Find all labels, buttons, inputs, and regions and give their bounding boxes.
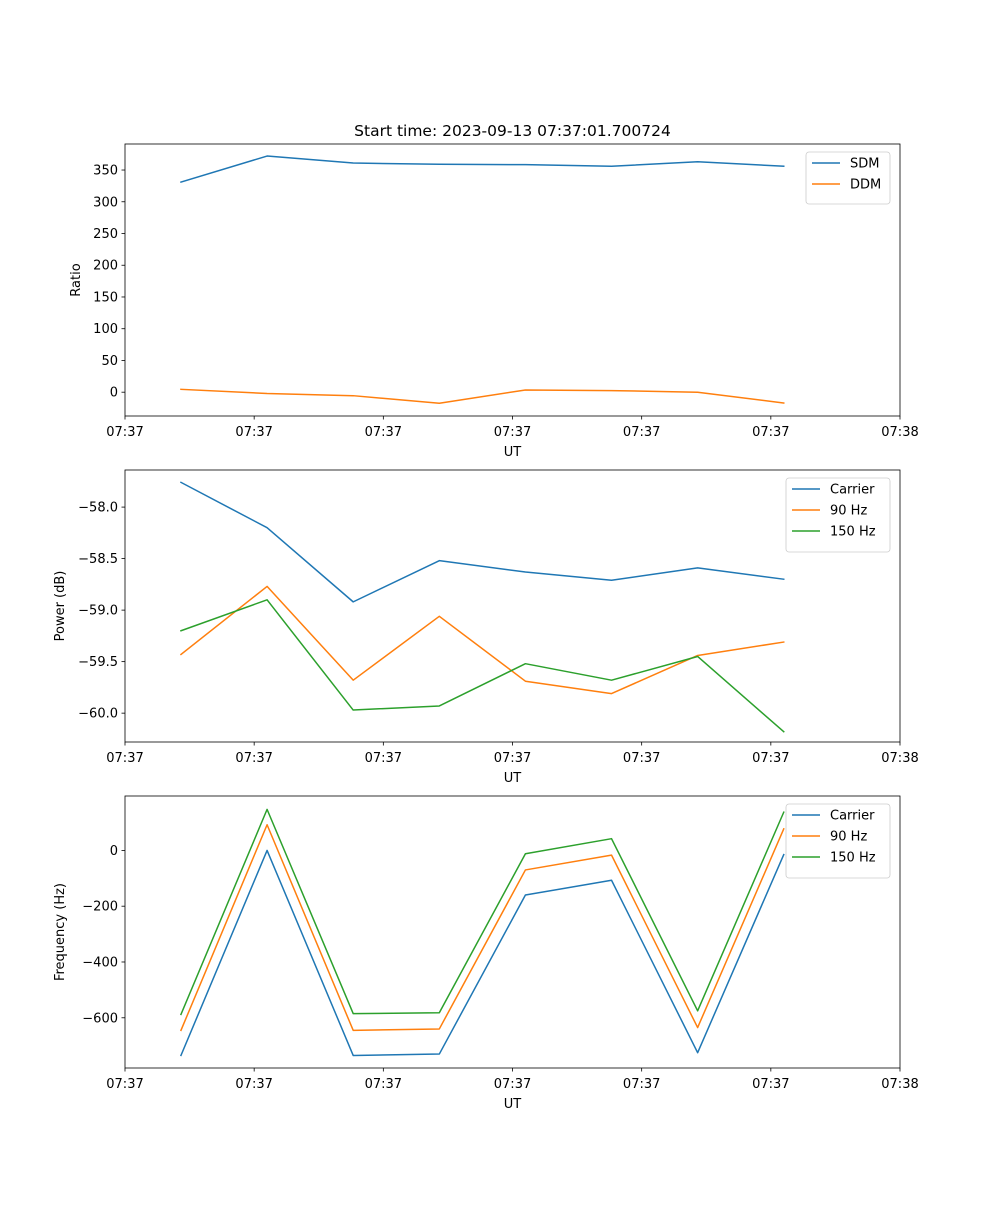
legend-label: Carrier [830, 809, 875, 824]
legend-box [805, 151, 891, 205]
legend-label: DDM [850, 178, 881, 193]
x-tick-label: 07:37 [106, 1077, 143, 1092]
y-axis-label: Power (dB) [53, 571, 68, 642]
y-tick-label: 250 [93, 227, 118, 242]
series-line-90-hz [179, 823, 785, 1032]
x-tick-label: 07:37 [494, 425, 531, 440]
x-tick-label: 07:37 [365, 751, 402, 766]
chart-panel-2: 07:37 07:37 07:37 07:37 07:37 07:37 07:38 −60.0… [53, 469, 919, 786]
chart-panel-3: 07:37 07:37 07:37 07:37 07:37 07:37 07:38 −600 −… [53, 795, 919, 1112]
chart-panel-1: 07:37 07:37 07:37 07:37 07:37 07:37 07:38 0 50 10… [69, 143, 919, 460]
y-tick-label: −59.0 [78, 604, 118, 619]
x-tick-label: 07:38 [881, 751, 918, 766]
series-line-carrier [179, 849, 785, 1057]
y-tick-label: −600 [82, 1011, 118, 1026]
x-tick-label: 07:37 [752, 751, 789, 766]
legend-box [785, 803, 891, 879]
y-tick-label: 300 [93, 195, 118, 210]
series-line-ddm [180, 388, 785, 405]
y-tick-label: 200 [93, 259, 118, 274]
y-tick-label: 50 [101, 354, 118, 369]
y-tick-label: 150 [93, 290, 118, 305]
legend-box [785, 477, 891, 553]
x-tick-label: 07:37 [494, 1077, 531, 1092]
x-tick-label: 07:37 [752, 425, 789, 440]
x-tick-label: 07:37 [752, 1077, 789, 1092]
x-tick-label: 07:37 [623, 1077, 660, 1092]
legend-label: 90 Hz [830, 504, 867, 519]
legend-label: 150 Hz [830, 851, 876, 866]
x-axis-label: UT [504, 445, 522, 460]
y-tick-label: −59.5 [78, 655, 118, 670]
x-tick-label: 07:37 [235, 751, 272, 766]
y-tick-label: −400 [82, 955, 118, 970]
legend-label: SDM [850, 157, 879, 172]
y-tick-label: 0 [110, 844, 118, 859]
x-tick-label: 07:37 [106, 425, 143, 440]
x-tick-label: 07:37 [623, 425, 660, 440]
legend-label: 150 Hz [830, 525, 876, 540]
series-line-sdm [180, 155, 785, 184]
x-tick-label: 07:37 [235, 1077, 272, 1092]
x-tick-label: 07:37 [623, 751, 660, 766]
x-tick-label: 07:37 [365, 1077, 402, 1092]
x-tick-label: 07:37 [106, 751, 143, 766]
series-line-carrier [179, 481, 785, 603]
y-tick-label: 0 [110, 386, 118, 401]
y-tick-label: −58.5 [78, 552, 118, 567]
series-line-150-hz [180, 599, 785, 733]
y-axis-label: Ratio [69, 263, 84, 296]
y-tick-label: −58.0 [78, 501, 118, 516]
y-axis-label: Frequency (Hz) [53, 883, 68, 981]
x-tick-label: 07:37 [235, 425, 272, 440]
y-tick-label: −200 [82, 900, 118, 915]
x-tick-label: 07:37 [365, 425, 402, 440]
legend-label: Carrier [830, 483, 875, 498]
y-tick-label: 350 [93, 164, 118, 179]
y-tick-label: 100 [93, 322, 118, 337]
x-tick-label: 07:38 [881, 1077, 918, 1092]
legend: Carrier 90 Hz 150 Hz [785, 477, 891, 553]
legend-label: 90 Hz [830, 830, 867, 845]
legend: SDM DDM [805, 151, 891, 205]
x-tick-label: 07:38 [881, 425, 918, 440]
x-axis-label: UT [504, 771, 522, 786]
x-tick-label: 07:37 [494, 751, 531, 766]
y-tick-label: −60.0 [78, 707, 118, 722]
legend: Carrier 90 Hz 150 Hz [785, 803, 891, 879]
series-line-150-hz [179, 808, 785, 1016]
x-axis-label: UT [504, 1097, 522, 1112]
series-line-90-hz [179, 585, 785, 695]
figure-title: Start time: 2023-09-13 07:37:01.700724 [354, 122, 671, 140]
